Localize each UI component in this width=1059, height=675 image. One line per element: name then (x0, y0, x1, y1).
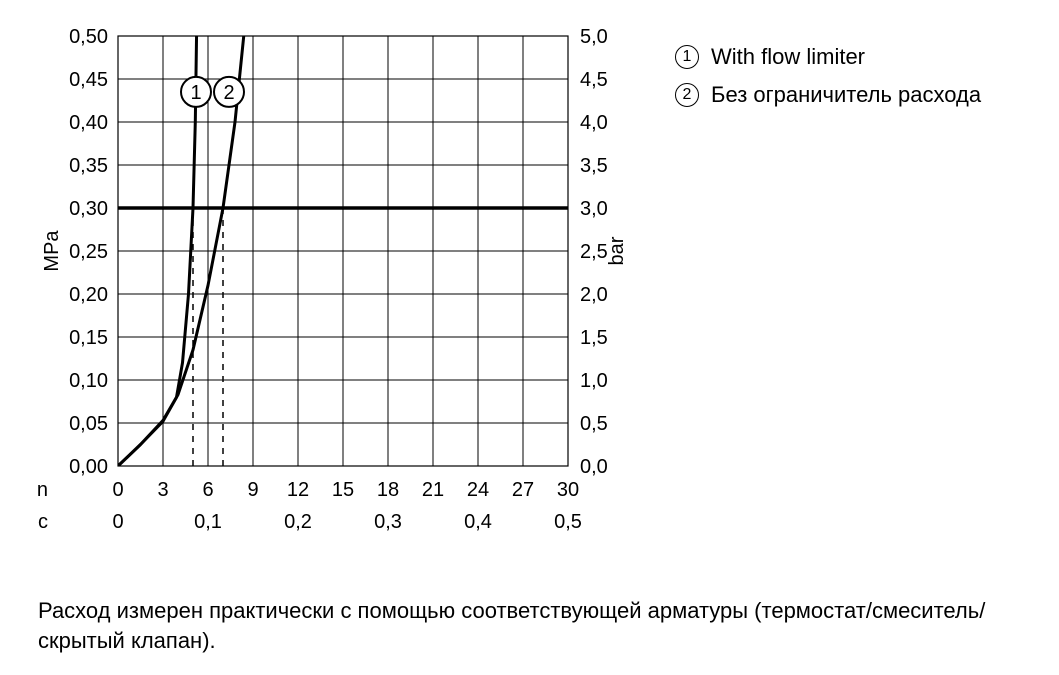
svg-text:0,25: 0,25 (69, 241, 108, 263)
caption-text: Расход измерен практически с помощью соо… (38, 596, 998, 655)
legend: 1 With flow limiter 2 Без ограничитель р… (675, 42, 981, 117)
svg-text:0,15: 0,15 (69, 327, 108, 349)
svg-text:2: 2 (223, 82, 234, 104)
svg-text:27: 27 (512, 479, 534, 501)
legend-item-1: 1 With flow limiter (675, 42, 981, 72)
svg-text:15: 15 (332, 479, 354, 501)
chart-svg: 0369121518212427300,000,00,050,50,101,00… (38, 26, 638, 566)
svg-text:0,40: 0,40 (69, 112, 108, 134)
svg-text:3,0: 3,0 (580, 198, 608, 220)
svg-text:30: 30 (557, 479, 579, 501)
svg-text:1,5: 1,5 (580, 327, 608, 349)
svg-text:18: 18 (377, 479, 399, 501)
svg-text:0,45: 0,45 (69, 69, 108, 91)
svg-text:0,4: 0,4 (464, 511, 492, 533)
svg-text:4,0: 4,0 (580, 112, 608, 134)
legend-marker-2-icon: 2 (675, 83, 699, 107)
svg-text:12: 12 (287, 479, 309, 501)
legend-label-2: Без ограничитель расхода (711, 80, 981, 110)
svg-text:2,0: 2,0 (580, 284, 608, 306)
flow-chart: 0369121518212427300,000,00,050,50,101,00… (38, 26, 638, 571)
svg-text:0,50: 0,50 (69, 26, 108, 48)
svg-text:bar: bar (606, 236, 628, 265)
svg-text:3,5: 3,5 (580, 155, 608, 177)
svg-text:0,05: 0,05 (69, 413, 108, 435)
svg-text:6: 6 (202, 479, 213, 501)
svg-text:4,5: 4,5 (580, 69, 608, 91)
svg-text:0: 0 (112, 511, 123, 533)
svg-text:0,1: 0,1 (194, 511, 222, 533)
svg-text:0,35: 0,35 (69, 155, 108, 177)
legend-item-2: 2 Без ограничитель расхода (675, 80, 981, 110)
svg-text:0,20: 0,20 (69, 284, 108, 306)
svg-text:0,10: 0,10 (69, 370, 108, 392)
legend-label-1: With flow limiter (711, 42, 865, 72)
svg-text:Q = l/min: Q = l/min (38, 479, 48, 501)
svg-text:0,30: 0,30 (69, 198, 108, 220)
svg-text:Q = l/sec: Q = l/sec (38, 511, 48, 533)
svg-text:0,00: 0,00 (69, 456, 108, 478)
svg-text:0,5: 0,5 (554, 511, 582, 533)
svg-text:3: 3 (157, 479, 168, 501)
svg-text:MPa: MPa (41, 230, 63, 272)
svg-text:5,0: 5,0 (580, 26, 608, 48)
svg-text:0: 0 (112, 479, 123, 501)
svg-text:1,0: 1,0 (580, 370, 608, 392)
svg-text:24: 24 (467, 479, 489, 501)
svg-text:1: 1 (190, 82, 201, 104)
svg-text:21: 21 (422, 479, 444, 501)
svg-text:9: 9 (247, 479, 258, 501)
svg-text:0,2: 0,2 (284, 511, 312, 533)
svg-text:2,5: 2,5 (580, 241, 608, 263)
svg-text:0,3: 0,3 (374, 511, 402, 533)
svg-text:0,5: 0,5 (580, 413, 608, 435)
legend-marker-1-icon: 1 (675, 45, 699, 69)
svg-text:0,0: 0,0 (580, 456, 608, 478)
